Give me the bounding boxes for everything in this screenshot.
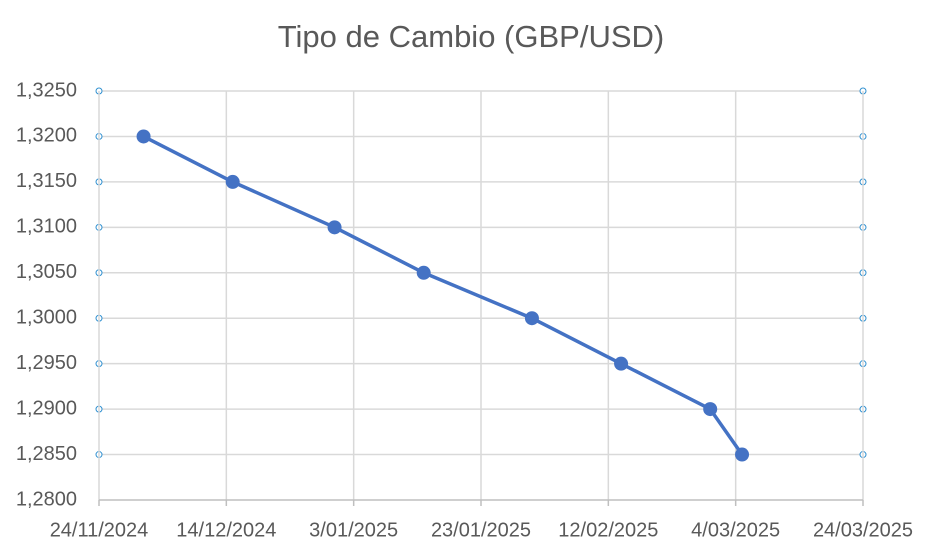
y-tick-label: 1,3100: [16, 216, 77, 238]
y-tick-label: 1,2800: [16, 488, 77, 510]
data-point: [524, 311, 539, 326]
data-point: [735, 447, 750, 462]
data-point: [225, 174, 240, 189]
data-point: [614, 356, 629, 371]
x-tick-label: 4/03/2025: [691, 519, 780, 541]
y-tick-label: 1,3250: [16, 79, 77, 101]
x-tick-label: 14/12/2024: [176, 519, 276, 541]
data-point: [703, 402, 718, 417]
data-point: [136, 129, 151, 144]
y-tick-label: 1,3000: [16, 307, 77, 329]
y-tick-label: 1,3150: [16, 170, 77, 192]
x-tick-label: 12/02/2025: [558, 519, 658, 541]
y-tick-label: 1,3200: [16, 125, 77, 147]
data-point: [416, 265, 431, 280]
x-tick-label: 24/11/2024: [50, 519, 149, 541]
x-tick-label: 3/01/2025: [309, 519, 398, 541]
y-tick-label: 1,3050: [16, 261, 77, 283]
line-series: [142, 134, 744, 456]
x-tick-label: 23/01/2025: [431, 519, 531, 541]
y-tick-label: 1,2900: [16, 397, 77, 419]
y-tick-label: 1,2950: [16, 352, 77, 374]
y-tick-label: 1,2850: [16, 443, 77, 465]
chart-title: Tipo de Cambio (GBP/USD): [278, 19, 664, 54]
data-point: [327, 220, 342, 235]
x-tick-label: 24/03/2025: [813, 519, 913, 541]
